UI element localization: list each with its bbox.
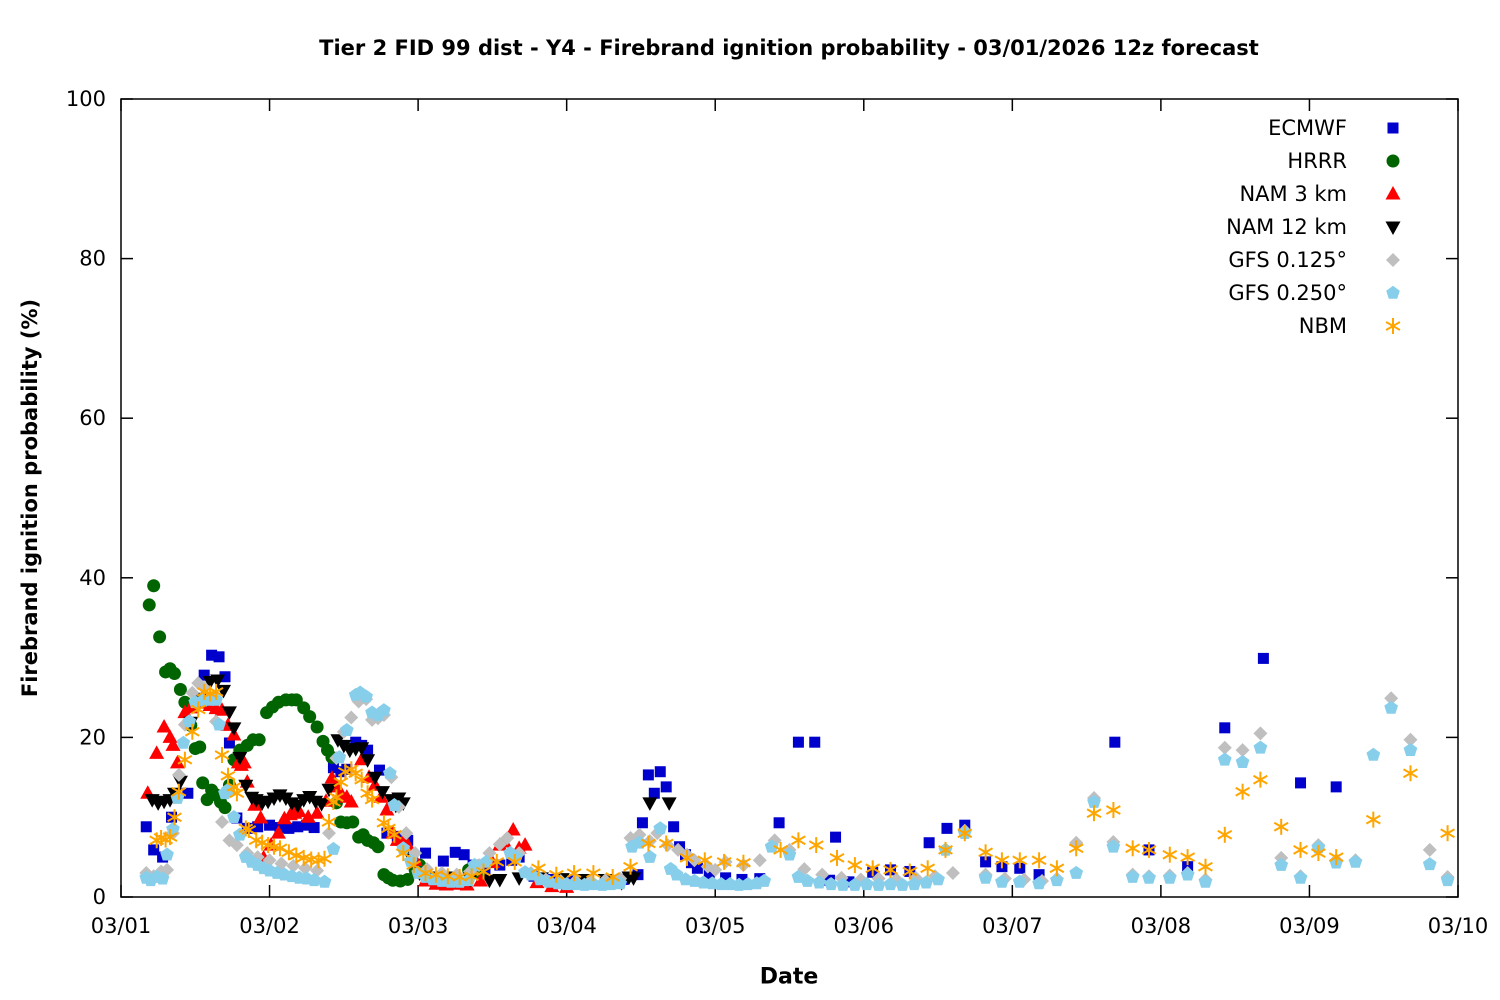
legend-label-gfs-0-250: GFS 0.250° bbox=[1228, 281, 1347, 305]
y-tick-label: 60 bbox=[79, 406, 106, 430]
x-tick-label: 03/04 bbox=[536, 914, 597, 938]
legend-label-ecmwf: ECMWF bbox=[1268, 116, 1347, 140]
legend-label-nbm: NBM bbox=[1299, 314, 1347, 338]
legend-label-hrrr: HRRR bbox=[1287, 149, 1347, 173]
y-tick-label: 20 bbox=[79, 725, 106, 749]
x-axis-label: Date bbox=[759, 964, 819, 990]
axes: 03/01 03/02 03/03 03/04 03/05 03/06 03/07 03/08… bbox=[66, 87, 1488, 938]
legend-marker-nam-12-km-icon bbox=[1385, 221, 1401, 235]
legend-marker-hrrr-icon bbox=[1386, 154, 1400, 168]
legend-marker-gfs-0-125-icon bbox=[1386, 253, 1400, 267]
x-tick-label: 03/09 bbox=[1279, 914, 1340, 938]
legend-label-nam-12-km: NAM 12 km bbox=[1226, 215, 1347, 239]
x-tick-label: 03/08 bbox=[1131, 914, 1192, 938]
legend-marker-nbm-icon bbox=[1385, 318, 1401, 334]
legend: ECMWF HRRR NAM 3 km NAM 12 km GFS 0.125° GFS … bbox=[1226, 116, 1401, 338]
series-hrrr bbox=[142, 579, 486, 890]
x-tick-label: 03/01 bbox=[91, 914, 152, 938]
chart-title: Tier 2 FID 99 dist - Y4 - Firebrand igni… bbox=[319, 36, 1259, 60]
y-tick-label: 100 bbox=[66, 87, 106, 111]
legend-label-gfs-0-125: GFS 0.125° bbox=[1228, 248, 1347, 272]
y-tick-label: 80 bbox=[79, 247, 106, 271]
x-tick-label: 03/07 bbox=[982, 914, 1043, 938]
series-nbm bbox=[149, 683, 1456, 885]
y-tick-label: 40 bbox=[79, 566, 106, 590]
legend-marker-ecmwf-icon bbox=[1387, 122, 1399, 134]
y-axis-label: Firebrand ignition probability (%) bbox=[18, 298, 42, 698]
x-tick-label: 03/03 bbox=[388, 914, 449, 938]
y-tick-label: 0 bbox=[93, 885, 106, 909]
x-tick-label: 03/05 bbox=[685, 914, 746, 938]
legend-label-nam-3-km: NAM 3 km bbox=[1239, 182, 1347, 206]
x-tick-label: 03/02 bbox=[239, 914, 300, 938]
series-ecmwf bbox=[140, 649, 1342, 888]
x-tick-label: 03/10 bbox=[1428, 914, 1489, 938]
x-tick-label: 03/06 bbox=[834, 914, 895, 938]
legend-marker-gfs-0-250-icon bbox=[1386, 285, 1400, 299]
legend-marker-nam-3-km-icon bbox=[1385, 186, 1401, 200]
